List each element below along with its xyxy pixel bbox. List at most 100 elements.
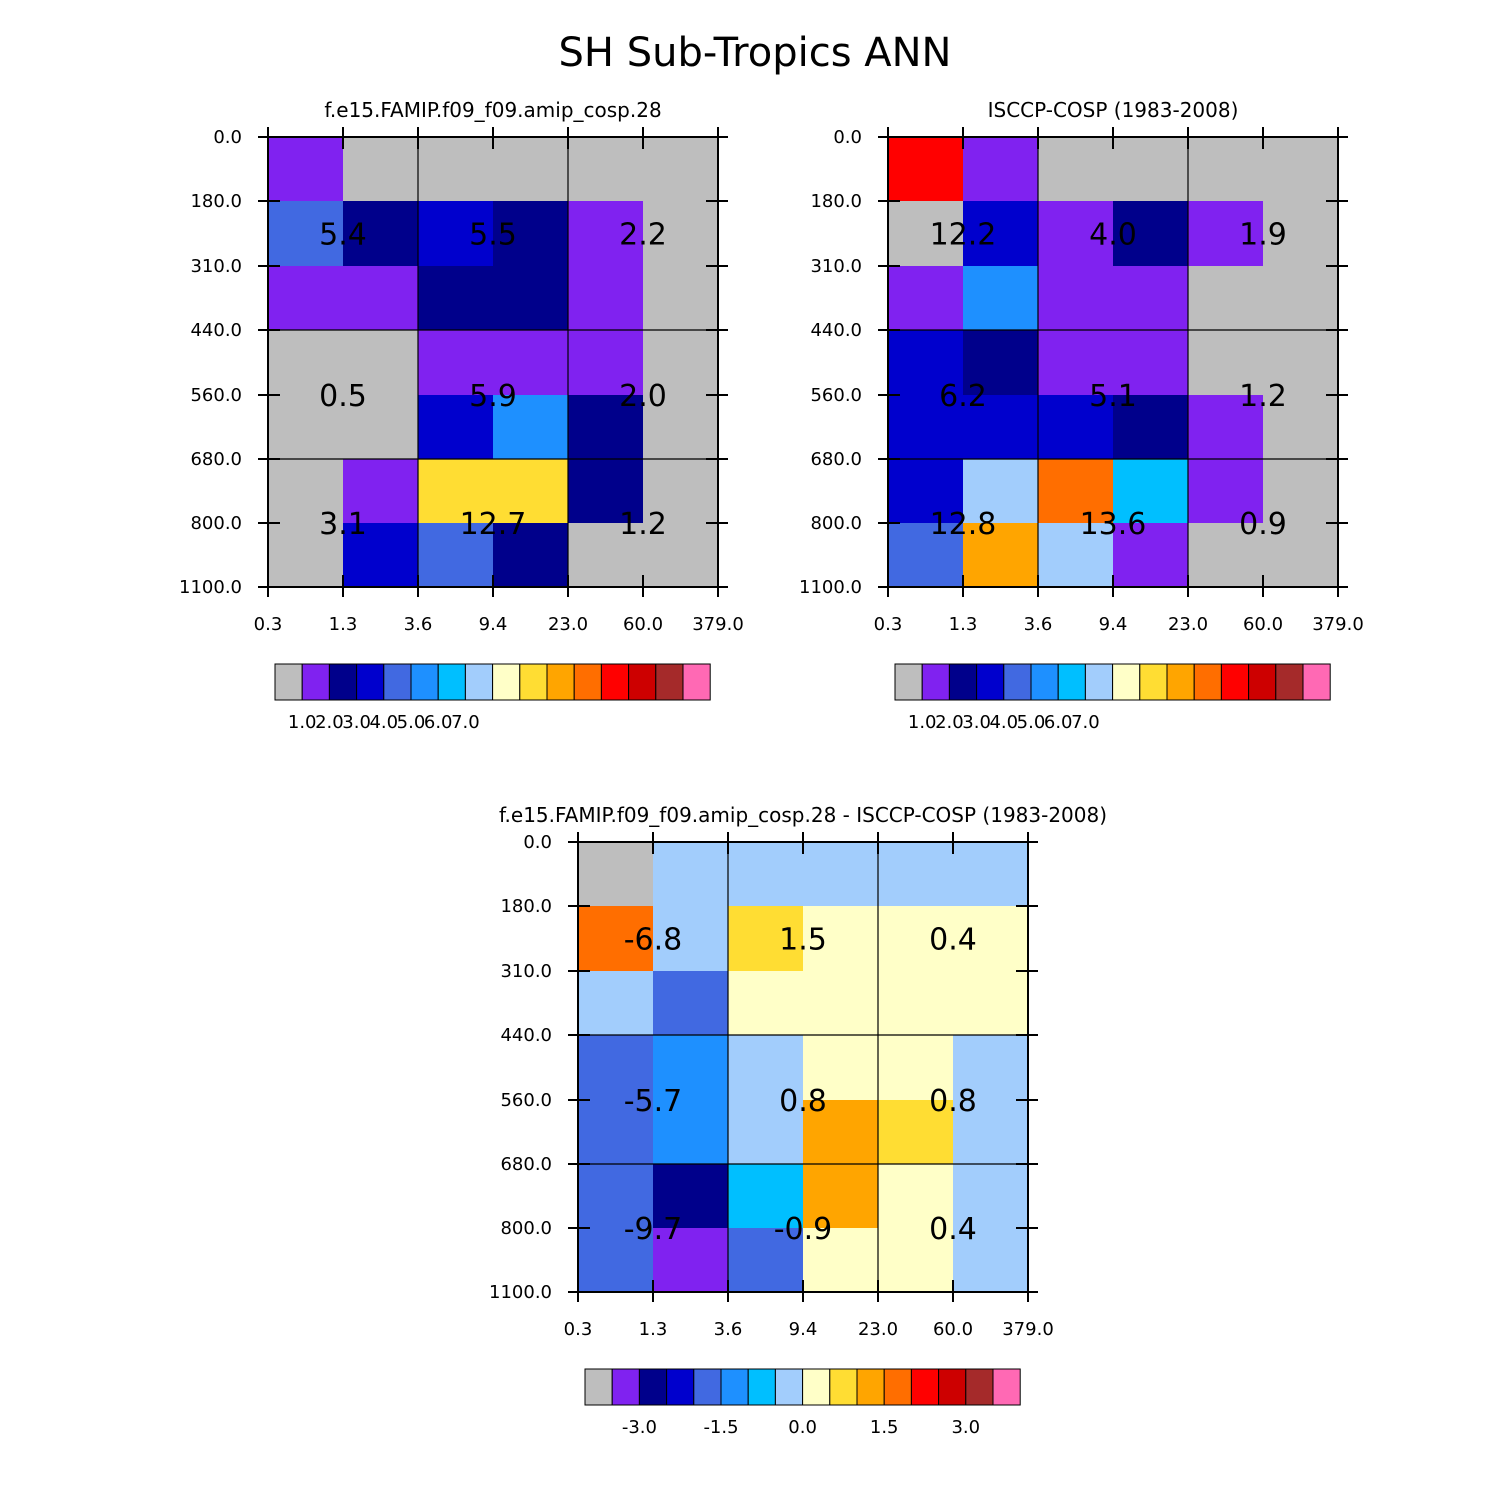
heatmap-cell — [1113, 137, 1189, 202]
colorbar-label: 2.0 — [935, 712, 964, 733]
heatmap-cell — [418, 395, 494, 460]
heatmap-cell — [1263, 266, 1339, 331]
colorbar-swatch — [356, 663, 385, 701]
heatmap-cell — [343, 137, 419, 202]
heatmap-cell — [1038, 459, 1114, 524]
block-value: 13.6 — [1080, 507, 1147, 542]
heatmap-cell — [803, 1228, 879, 1293]
colorbar-swatch — [747, 1368, 776, 1406]
colorbar-label: 4.0 — [369, 712, 398, 733]
heatmap-cell — [1263, 137, 1339, 202]
y-tick-label: 440.0 — [500, 1025, 552, 1046]
heatmap-cell — [803, 971, 879, 1036]
heatmap-cell — [963, 266, 1039, 331]
x-tick-label: 23.0 — [858, 1319, 898, 1340]
block-value: -0.9 — [774, 1212, 833, 1247]
heatmap-cell — [878, 842, 954, 907]
y-tick-label: 180.0 — [500, 896, 552, 917]
block-value: -6.8 — [624, 923, 683, 958]
colorbar-swatch — [464, 663, 494, 701]
heatmap-cell — [728, 842, 804, 907]
heatmap-cell — [578, 842, 654, 907]
heatmap-cell — [418, 137, 494, 202]
x-tick-label: 9.4 — [479, 614, 508, 635]
y-tick-label: 800.0 — [500, 1218, 552, 1239]
heatmap-cell — [578, 1035, 654, 1101]
heatmap-cell — [568, 266, 644, 331]
colorbar-swatch — [938, 1368, 967, 1406]
heatmap-cell — [878, 906, 954, 972]
block-value: 12.2 — [930, 218, 997, 253]
heatmap-cell — [418, 459, 494, 524]
heatmap-cell — [1113, 201, 1189, 267]
colorbar-label: 6.0 — [424, 712, 453, 733]
heatmap-cell — [1038, 201, 1114, 267]
heatmap-cell — [888, 137, 964, 202]
heatmap-cell — [568, 137, 644, 202]
x-tick-label: 1.3 — [639, 1319, 668, 1340]
colorbar-label: 7.0 — [451, 712, 480, 733]
heatmap-cell — [1113, 395, 1189, 460]
heatmap-cell — [963, 330, 1039, 396]
heatmap-cell — [578, 971, 654, 1036]
block-value: 3.1 — [319, 507, 367, 542]
y-tick-label: 680.0 — [500, 1154, 552, 1175]
heatmap-cell — [268, 330, 344, 396]
heatmap-cell — [343, 395, 419, 460]
block-value: 5.9 — [469, 379, 517, 414]
colorbar-swatch — [1275, 663, 1304, 701]
colorbar-swatch — [1084, 663, 1114, 701]
colorbar-label: 1.0 — [288, 712, 317, 733]
heatmap-cell — [643, 137, 719, 202]
colorbar-swatch — [611, 1368, 640, 1406]
heatmap-cell — [963, 459, 1039, 524]
heatmap-cell — [268, 201, 344, 267]
colorbar-swatch — [600, 663, 630, 701]
colorbar-swatch — [546, 663, 575, 701]
colorbar-swatch — [829, 1368, 858, 1406]
heatmap-cell — [343, 330, 419, 396]
block-value: 5.4 — [319, 218, 367, 253]
x-tick-label: 9.4 — [1099, 614, 1128, 635]
heatmap-cell — [953, 906, 1029, 972]
heatmap-cell — [493, 523, 569, 588]
colorbar-swatch — [383, 663, 412, 701]
heatmap-cell — [1113, 266, 1189, 331]
block-value: 0.8 — [779, 1084, 827, 1119]
y-tick-label: 0.0 — [213, 127, 242, 148]
y-tick-label: 560.0 — [810, 385, 862, 406]
heatmap-cell — [568, 459, 644, 524]
colorbar-swatch — [883, 1368, 912, 1406]
x-tick-label: 379.0 — [1002, 1319, 1054, 1340]
heatmap-cell — [643, 395, 719, 460]
heatmap-cell — [653, 1228, 729, 1293]
x-tick-label: 0.3 — [874, 614, 903, 635]
block-value: 0.8 — [929, 1084, 977, 1119]
x-tick-label: 379.0 — [692, 614, 744, 635]
heatmap-cell — [643, 459, 719, 524]
heatmap-cell — [1038, 523, 1114, 588]
colorbar-swatch — [965, 1368, 994, 1406]
heatmap-cell — [1188, 266, 1264, 331]
heatmap-cell — [1188, 395, 1264, 460]
block-value: -5.7 — [624, 1084, 683, 1119]
heatmap-cell — [1188, 137, 1264, 202]
colorbar-swatch — [301, 663, 330, 701]
heatmap-cell — [568, 330, 644, 396]
x-tick-label: 9.4 — [789, 1319, 818, 1340]
heatmap-cell — [653, 1164, 729, 1229]
panel-title: ISCCP-COSP (1983-2008) — [988, 98, 1239, 122]
heatmap-cell — [1038, 395, 1114, 460]
panel-observation: ISCCP-COSP (1983-2008) 12.2 4.0 1.9 6.2 5.1 1.… — [799, 98, 1364, 733]
colorbar-swatch — [328, 663, 358, 701]
heatmap-cell — [803, 842, 879, 907]
heatmap-cell — [953, 971, 1029, 1036]
y-tick-label: 440.0 — [810, 320, 862, 341]
heatmap-cell — [803, 1164, 879, 1229]
x-tick-label: 379.0 — [1312, 614, 1364, 635]
y-tick-label: 180.0 — [810, 191, 862, 212]
heatmap-cell — [493, 330, 569, 396]
colorbar-label: -3.0 — [622, 1417, 657, 1438]
y-tick-label: 440.0 — [190, 320, 242, 341]
heatmap-cell — [953, 1164, 1029, 1229]
